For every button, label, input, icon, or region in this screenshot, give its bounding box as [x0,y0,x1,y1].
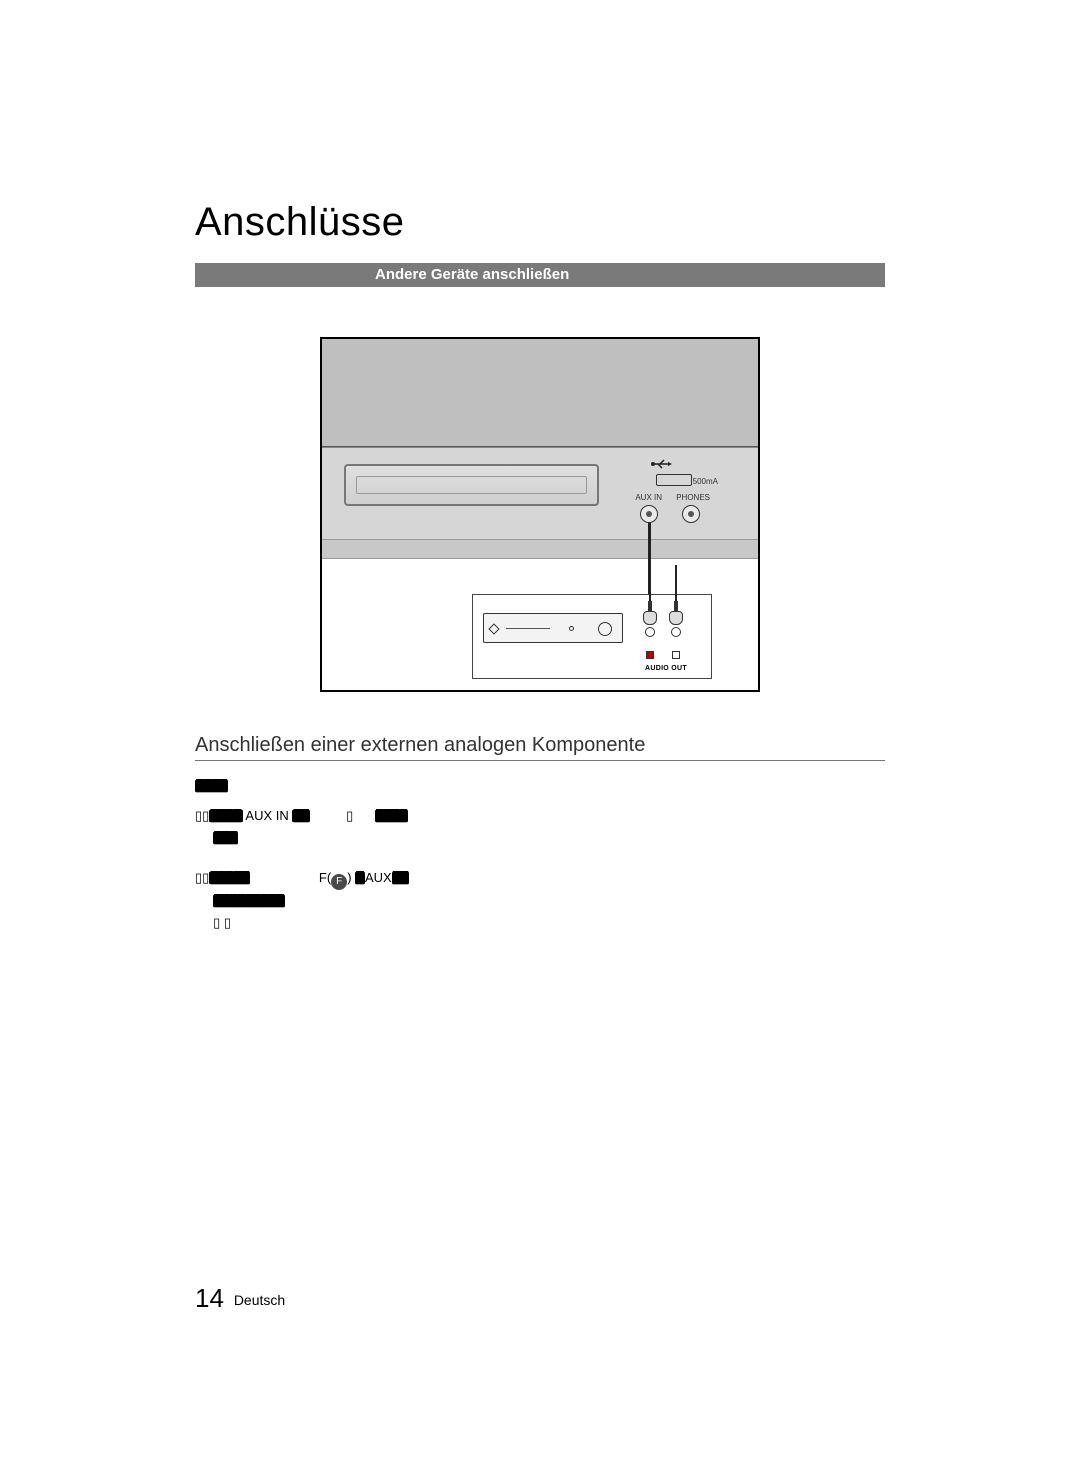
subsection-rule [195,760,885,761]
redact-block: ████ [195,780,228,792]
diagram-container: 500mA AUX IN PHONES AUDIO OUT [195,337,885,692]
redact-block: ████ [375,810,408,822]
phones-label: PHONES [676,493,710,502]
manual-page: Anschlüsse Andere Geräte anschließen 500… [0,0,1080,1464]
redact-block: █████████ [213,895,285,907]
rca-plug-white [669,601,683,631]
redact-block: █████ [209,872,250,884]
aux-in-label: AUX IN [635,493,662,502]
redact-block: ███ [213,832,238,844]
usb-icon [650,457,672,473]
aux-in-jack [640,505,658,523]
step2-leading-glyphs: ▯▯ [195,870,209,885]
step2-tail-glyphs: ▯ ▯ [213,915,231,930]
page-number: 14 [195,1283,224,1313]
ext-device-knob [569,626,574,631]
phones-jack [682,505,700,523]
function-button-icon: F [331,874,347,890]
examples-line: ████ [195,775,885,797]
redact-block: ██ [292,810,310,822]
page-footer: 14 Deutsch [195,1283,285,1314]
body-text: ████ ▯▯████ AUX IN ██ ▯ ████ ███ ▯▯█████… [195,775,885,934]
step1-b [310,808,314,823]
external-device-box: AUDIO OUT [472,594,712,679]
rca-plug-red [643,601,657,631]
step1-glyph-mid: ▯ [346,808,353,823]
redact-block: █ [355,872,365,884]
step-1: ▯▯████ AUX IN ██ ▯ ████ ███ [195,805,885,849]
disc-tray-inner [356,476,587,494]
subsection-title: Anschließen einer externen analogen Komp… [195,734,885,757]
step2-a [250,870,254,885]
usb-ma-label: 500mA [693,477,718,486]
step1-aux: AUX IN [245,808,292,823]
usb-slot [656,474,692,486]
device-lower-trim [322,539,758,559]
step2-fn-pre: F( [319,870,331,885]
page-title: Anschlüsse [195,200,885,245]
step2-aux: AUX [365,870,392,885]
section-banner: Andere Geräte anschließen [195,263,885,287]
disc-tray [344,464,599,506]
redact-block: ████ [209,810,242,822]
step-2: ▯▯█████ F(F) █AUX██ █████████ ▯ ▯ [195,867,885,934]
audio-out-label: AUDIO OUT [645,665,687,672]
ext-device-line [506,628,550,629]
step2-fn-post: ) [347,870,355,885]
rca-wire-white [675,565,677,601]
step1-leading-glyphs: ▯▯ [195,808,209,823]
page-language: Deutsch [234,1292,285,1308]
redact-block: ██ [392,872,410,884]
external-device [483,613,623,643]
rca-wire-red [649,565,651,601]
connection-diagram: 500mA AUX IN PHONES AUDIO OUT [320,337,760,692]
device-top-panel [322,339,758,447]
